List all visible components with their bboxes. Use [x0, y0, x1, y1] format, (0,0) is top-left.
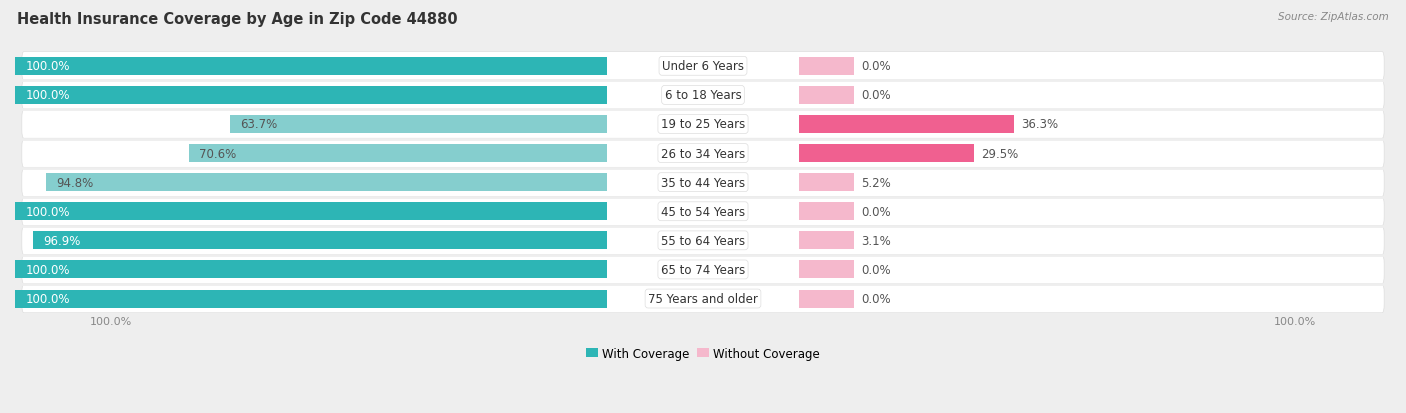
Text: 0.0%: 0.0%	[862, 292, 891, 305]
Text: 5.2%: 5.2%	[862, 176, 891, 189]
Text: 29.5%: 29.5%	[981, 147, 1018, 160]
Bar	[15, 290, 606, 308]
Text: 45 to 54 Years: 45 to 54 Years	[661, 205, 745, 218]
Bar	[15, 87, 606, 104]
Text: Source: ZipAtlas.com: Source: ZipAtlas.com	[1278, 12, 1389, 22]
Text: 3.1%: 3.1%	[862, 234, 891, 247]
FancyBboxPatch shape	[22, 169, 1384, 197]
FancyBboxPatch shape	[22, 285, 1384, 313]
Text: 0.0%: 0.0%	[862, 263, 891, 276]
Bar	[800, 58, 855, 76]
FancyBboxPatch shape	[22, 197, 1384, 226]
Text: 100.0%: 100.0%	[25, 60, 70, 73]
Text: 75 Years and older: 75 Years and older	[648, 292, 758, 305]
Text: 100.0%: 100.0%	[25, 292, 70, 305]
Bar	[800, 232, 855, 250]
Bar	[15, 261, 606, 279]
Text: 6 to 18 Years: 6 to 18 Years	[665, 89, 741, 102]
FancyBboxPatch shape	[22, 256, 1384, 284]
Bar	[15, 58, 606, 76]
Bar	[800, 290, 855, 308]
Bar	[46, 174, 606, 192]
Text: 19 to 25 Years: 19 to 25 Years	[661, 118, 745, 131]
Bar	[15, 203, 606, 221]
Text: 94.8%: 94.8%	[56, 176, 93, 189]
Bar	[229, 116, 606, 134]
FancyBboxPatch shape	[22, 140, 1384, 168]
Legend: With Coverage, Without Coverage: With Coverage, Without Coverage	[581, 342, 825, 365]
Bar	[800, 174, 855, 192]
Bar	[800, 261, 855, 279]
Bar	[800, 145, 974, 163]
Text: 96.9%: 96.9%	[44, 234, 82, 247]
Text: 70.6%: 70.6%	[200, 147, 236, 160]
Text: 0.0%: 0.0%	[862, 60, 891, 73]
Text: 65 to 74 Years: 65 to 74 Years	[661, 263, 745, 276]
Text: 35 to 44 Years: 35 to 44 Years	[661, 176, 745, 189]
Text: 36.3%: 36.3%	[1021, 118, 1059, 131]
Bar	[188, 145, 606, 163]
Text: 100.0%: 100.0%	[25, 89, 70, 102]
Text: 55 to 64 Years: 55 to 64 Years	[661, 234, 745, 247]
Bar	[800, 116, 1014, 134]
Text: 100.0%: 100.0%	[25, 205, 70, 218]
Text: 0.0%: 0.0%	[862, 89, 891, 102]
Text: 63.7%: 63.7%	[240, 118, 277, 131]
Text: Health Insurance Coverage by Age in Zip Code 44880: Health Insurance Coverage by Age in Zip …	[17, 12, 457, 27]
Bar	[800, 87, 855, 104]
Text: Under 6 Years: Under 6 Years	[662, 60, 744, 73]
Text: 26 to 34 Years: 26 to 34 Years	[661, 147, 745, 160]
FancyBboxPatch shape	[22, 110, 1384, 139]
Bar	[800, 203, 855, 221]
FancyBboxPatch shape	[22, 52, 1384, 81]
Text: 0.0%: 0.0%	[862, 205, 891, 218]
FancyBboxPatch shape	[22, 227, 1384, 255]
Bar	[34, 232, 606, 250]
Text: 100.0%: 100.0%	[25, 263, 70, 276]
FancyBboxPatch shape	[22, 81, 1384, 110]
